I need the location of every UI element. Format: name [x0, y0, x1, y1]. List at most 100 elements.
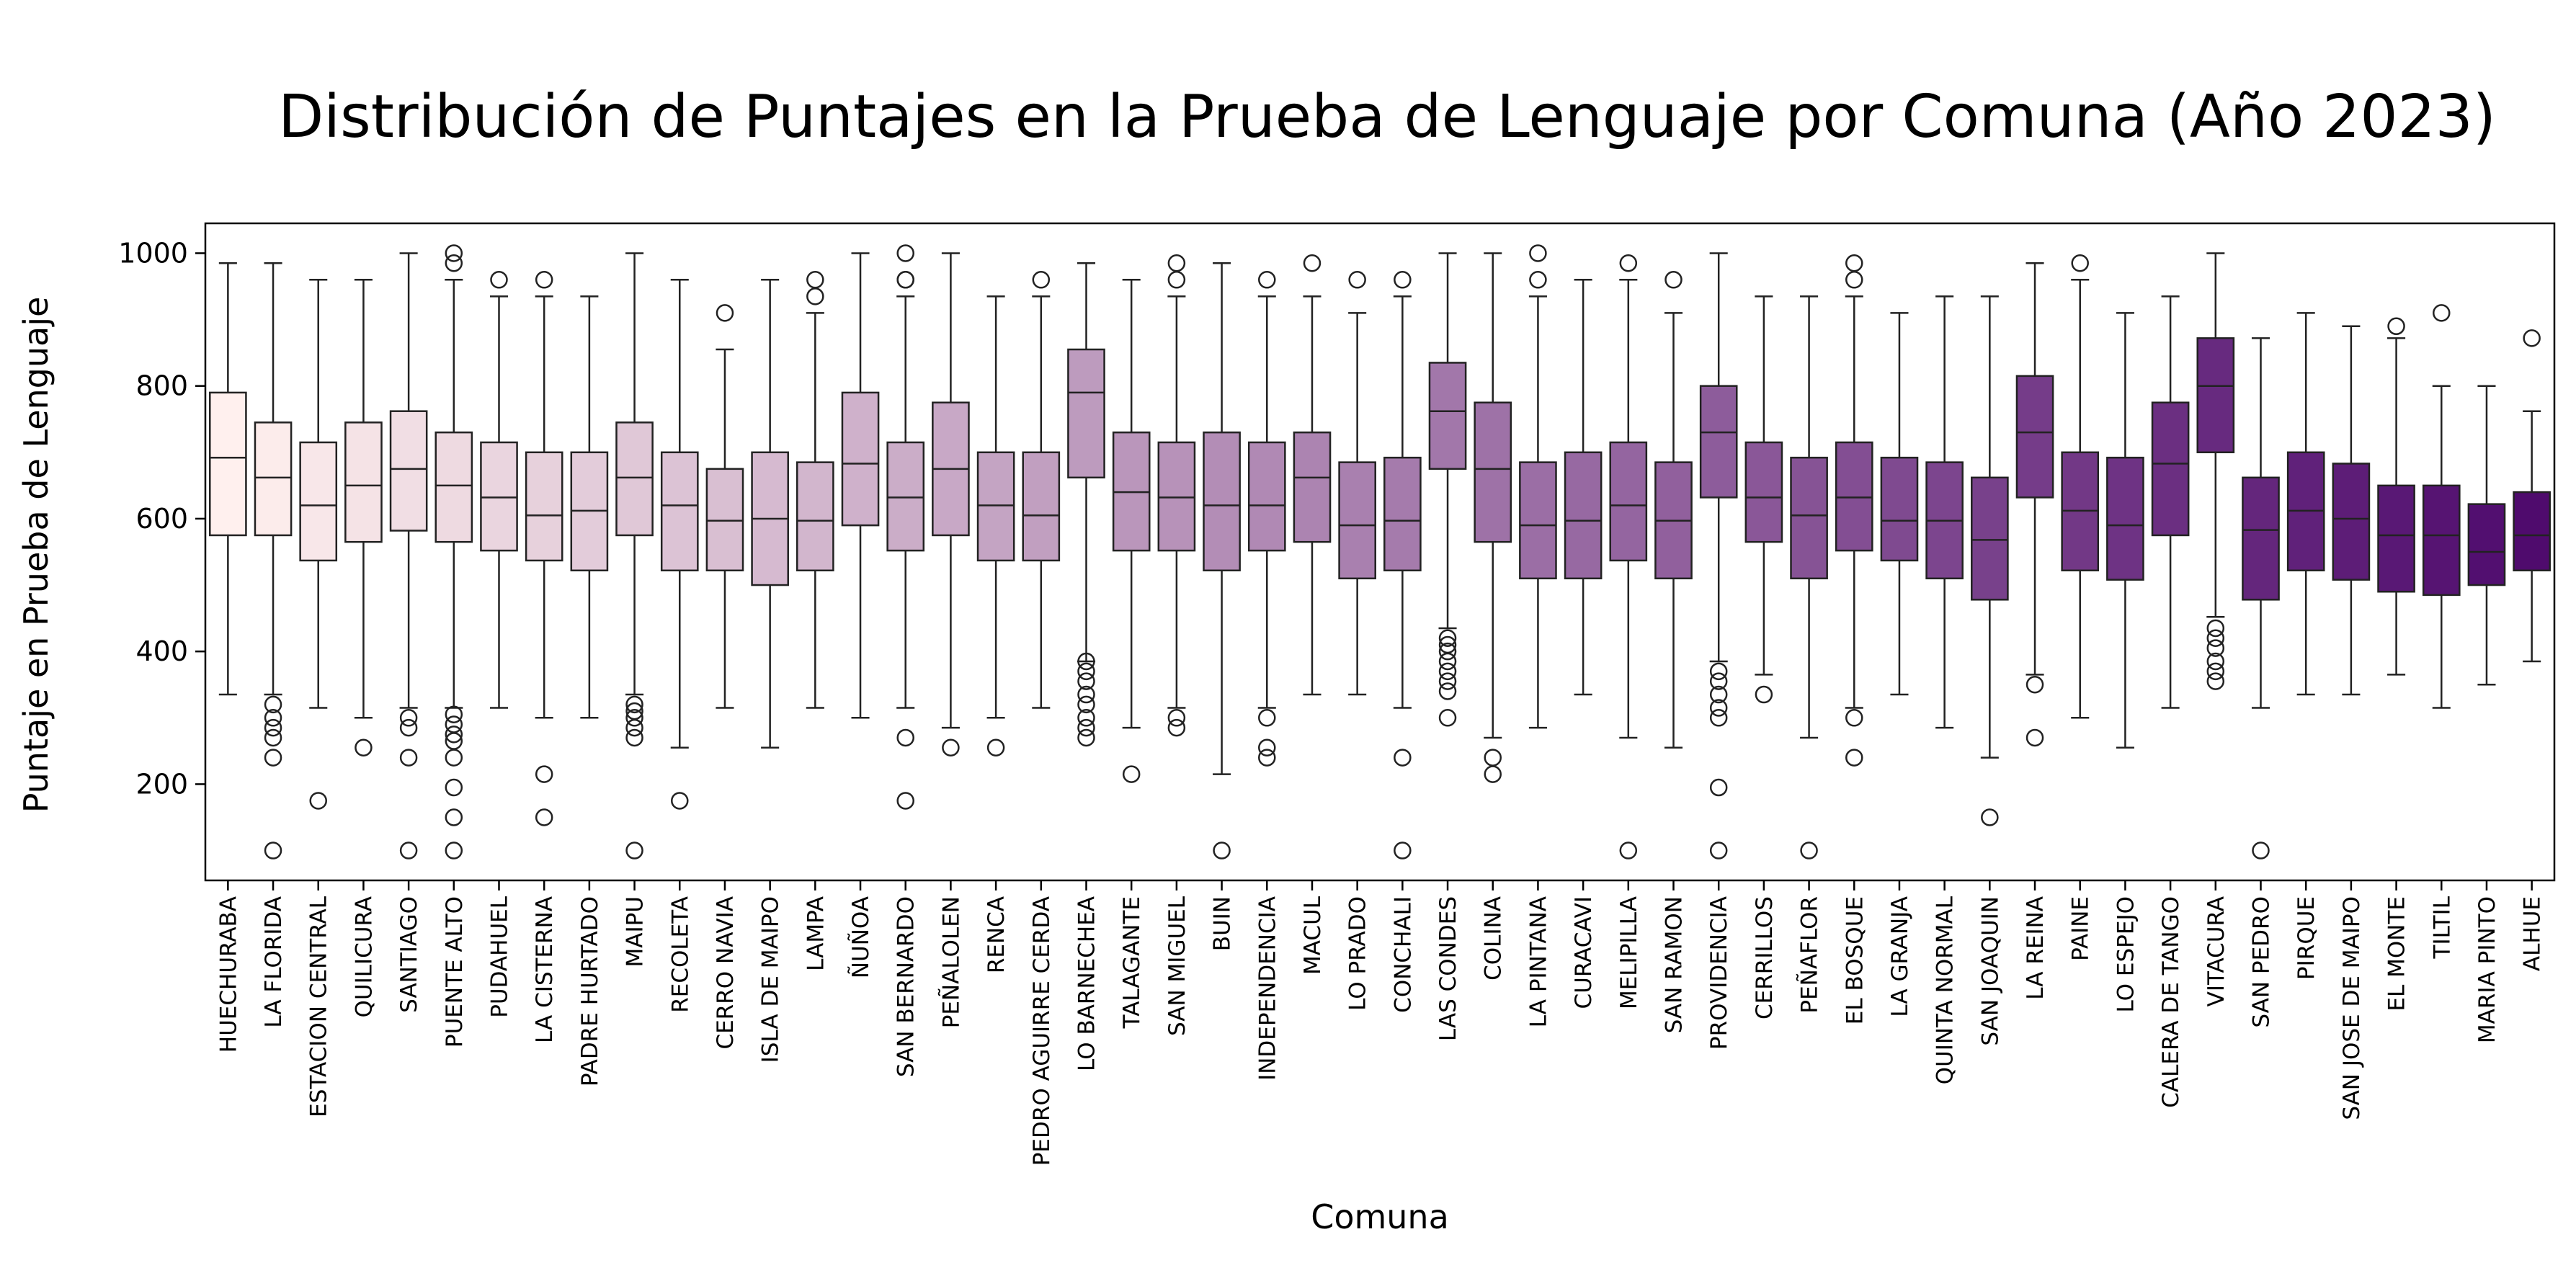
outlier-point — [1077, 685, 1095, 704]
outlier-point — [2206, 652, 2225, 671]
outlier-point — [1845, 749, 1863, 767]
box — [2015, 375, 2054, 499]
x-tick-label: SAN BERNARDO — [893, 896, 919, 1077]
outlier-point — [1258, 749, 1276, 767]
box — [2196, 337, 2235, 454]
outlier-point — [264, 718, 282, 737]
x-tick-label: PEDRO AGUIRRE CERDA — [1029, 896, 1055, 1166]
box — [1474, 401, 1512, 543]
box — [1247, 441, 1286, 552]
outlier-point — [1077, 652, 1095, 671]
x-tick-label: MELIPILLA — [1616, 896, 1642, 1009]
outlier-point — [2523, 329, 2541, 347]
box — [2467, 503, 2506, 586]
outlier-point — [1709, 662, 1728, 681]
outlier-point — [535, 271, 553, 289]
x-tick-label: ALHUE — [2520, 896, 2546, 971]
outlier-point — [1709, 778, 1728, 797]
x-tick-label: CALERA DE TANGO — [2158, 896, 2184, 1108]
outlier-point — [1394, 841, 1412, 860]
outlier-point — [1167, 254, 1186, 272]
outlier-point — [264, 841, 282, 860]
x-tick-label: ISLA DE MAIPO — [758, 896, 784, 1063]
outlier-point — [2206, 662, 2225, 681]
outlier-point — [2387, 317, 2405, 336]
x-tick-label: SAN MIGUEL — [1164, 896, 1190, 1036]
x-tick-label: RENCA — [984, 896, 1010, 973]
outlier-point — [806, 287, 824, 305]
outlier-point — [1438, 662, 1457, 681]
outlier-point — [1709, 709, 1728, 727]
box — [1564, 451, 1603, 580]
outlier-point — [2206, 619, 2225, 638]
box — [1835, 441, 1873, 552]
x-axis-label: Comuna — [1311, 1197, 1449, 1236]
box — [389, 410, 428, 532]
x-tick-label: PEÑAFLOR — [1797, 896, 1823, 1014]
outlier-point — [445, 778, 463, 797]
outlier-point — [625, 709, 643, 727]
outlier-point — [716, 304, 734, 322]
outlier-point — [2025, 675, 2044, 694]
outlier-point — [445, 749, 463, 767]
box — [1428, 362, 1467, 470]
y-tick-label: 800 — [135, 370, 188, 402]
box — [2242, 476, 2280, 601]
outlier-point — [1167, 271, 1186, 289]
outlier-point — [1438, 709, 1457, 727]
box — [1880, 456, 1919, 562]
box — [1790, 456, 1828, 580]
outlier-point — [1032, 271, 1051, 289]
box — [2422, 484, 2461, 597]
outlier-point — [399, 841, 418, 860]
outlier-point — [1755, 685, 1773, 704]
box — [1519, 461, 1557, 580]
x-tick-label: ESTACION CENTRAL — [306, 896, 332, 1117]
x-tick-label: SAN JOSE DE MAIPO — [2339, 896, 2365, 1120]
outlier-point — [1529, 271, 1547, 289]
x-tick-label: TILTIL — [2429, 896, 2455, 959]
y-tick-label: 400 — [135, 635, 188, 667]
x-tick-label: PROVIDENCIA — [1706, 896, 1732, 1050]
x-tick-label: PUENTE ALTO — [442, 896, 468, 1048]
box — [1203, 431, 1241, 572]
outlier-point — [1709, 672, 1728, 690]
plot-frame — [204, 222, 2556, 882]
box — [1744, 441, 1783, 543]
outlier-point — [1258, 271, 1276, 289]
outlier-point — [309, 792, 327, 810]
x-tick-label: SANTIAGO — [396, 896, 422, 1013]
outlier-point — [1845, 709, 1863, 727]
outlier-point — [1484, 749, 1502, 767]
outlier-point — [264, 709, 282, 727]
outlier-point — [1619, 254, 1638, 272]
outlier-point — [399, 749, 418, 767]
outlier-point — [490, 271, 508, 289]
box — [1338, 461, 1376, 580]
outlier-point — [942, 738, 960, 757]
box — [1699, 385, 1738, 499]
outlier-point — [264, 728, 282, 747]
x-tick-label: LA PINTANA — [1525, 896, 1551, 1027]
outlier-point — [1077, 728, 1095, 747]
outlier-point — [264, 695, 282, 714]
x-tick-label: LO PRADO — [1345, 896, 1371, 1011]
box — [434, 431, 473, 543]
outlier-point — [986, 738, 1005, 757]
outlier-point — [1167, 709, 1186, 727]
box — [796, 461, 834, 572]
chart-title: Distribución de Puntajes en la Prueba de… — [278, 83, 2496, 151]
box — [1022, 451, 1061, 562]
outlier-point — [1303, 254, 1322, 272]
box — [1157, 441, 1196, 552]
outlier-point — [1438, 672, 1457, 690]
outlier-point — [1438, 642, 1457, 661]
box — [886, 441, 925, 552]
y-axis-label: Puntaje en Prueba de Lenguaje — [17, 297, 55, 813]
box — [705, 468, 744, 572]
y-tick-label: 600 — [135, 503, 188, 535]
outlier-point — [896, 792, 914, 810]
y-tick-label: 200 — [135, 768, 188, 800]
outlier-point — [1077, 662, 1095, 681]
outlier-point — [1981, 808, 1999, 826]
